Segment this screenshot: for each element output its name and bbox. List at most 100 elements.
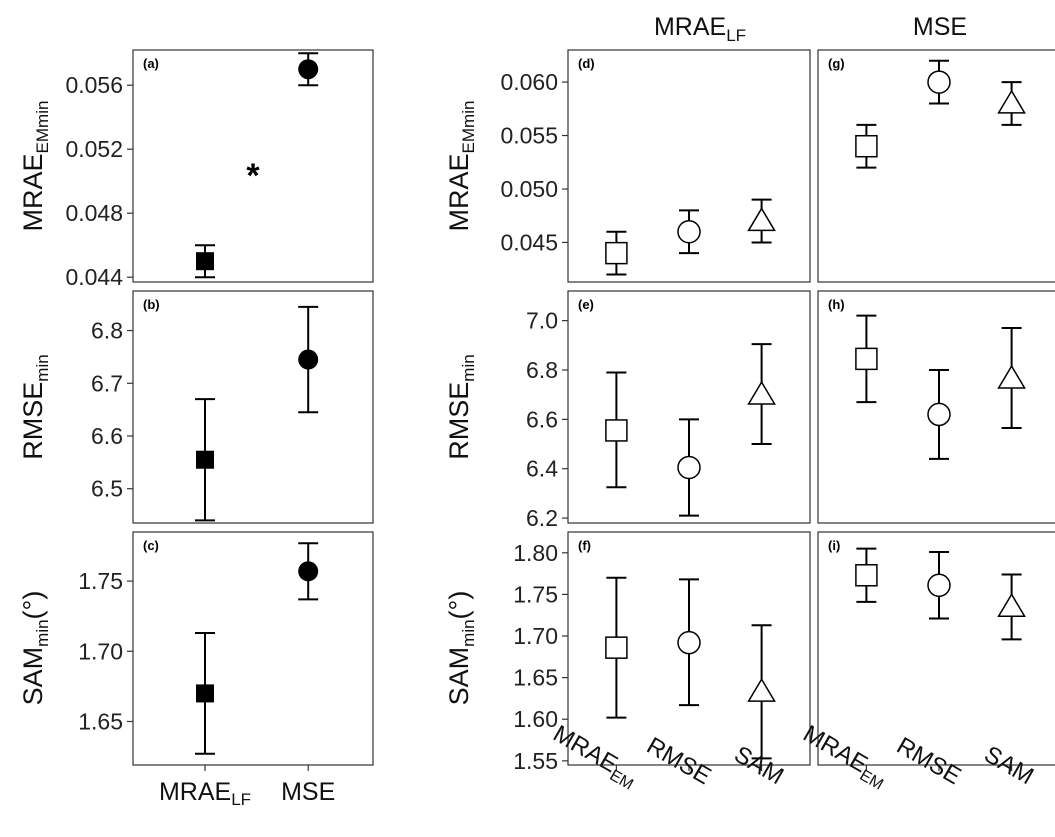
x-tick-label-main: MRAE <box>159 778 231 806</box>
row-label: MRAEEMmin <box>444 101 478 232</box>
significance-marker: * <box>246 157 260 195</box>
x-tick-label-main: MSE <box>281 778 335 806</box>
data-point-circle <box>927 573 951 598</box>
data-point-square <box>855 564 878 587</box>
data-point-circle <box>298 561 319 582</box>
column-header: MSE <box>913 13 967 41</box>
y-tick-label: 1.65 <box>513 665 558 691</box>
panel-i: (i) <box>817 531 1055 766</box>
data-point-triangle <box>747 207 776 232</box>
panel-d: (d) 0.045 0.050 0.055 0.060 <box>500 49 811 283</box>
panel-frame <box>817 531 1055 766</box>
y-tick-label: 0.052 <box>65 136 123 162</box>
y-tick-label: 6.6 <box>526 406 558 432</box>
row-label: MRAEEMmin <box>18 101 52 232</box>
panel-frame <box>132 290 374 524</box>
row-label-main: MRAE <box>444 153 474 231</box>
y-tick-label: 1.70 <box>513 623 558 649</box>
row-label: RMSEmin <box>18 354 52 459</box>
y-tick-label: 6.8 <box>91 318 123 344</box>
data-point-square <box>196 684 214 703</box>
y-tick-label: 6.8 <box>526 357 558 383</box>
row-label-main: RMSE <box>444 382 474 460</box>
x-tick-label-sub: LF <box>231 790 251 809</box>
y-tick-label: 6.6 <box>91 423 123 449</box>
y-tick-label: 0.045 <box>500 229 558 255</box>
row-label-main: SAM <box>18 647 48 706</box>
data-point-circle <box>677 455 701 480</box>
y-tick-label: 1.75 <box>513 581 558 607</box>
data-point-circle <box>927 402 951 427</box>
panel-a: (a) 0.044 0.048 0.052 0.056 * <box>65 49 374 290</box>
row-label-sub: min <box>33 354 52 381</box>
data-point-square <box>605 419 628 442</box>
panel-label: (a) <box>143 56 159 71</box>
x-tick-label: MSE <box>281 778 335 806</box>
column-header-main: MRAE <box>654 13 726 41</box>
data-point-triangle <box>747 677 776 702</box>
panel-label: (e) <box>578 297 594 312</box>
panel-label: (f) <box>578 538 591 553</box>
x-tick-label: MRAELF <box>159 778 251 809</box>
row-label-sub: min <box>459 354 478 381</box>
y-tick-label: 0.056 <box>65 72 123 98</box>
data-point-triangle <box>997 592 1026 618</box>
y-tick-label: 0.050 <box>500 176 558 202</box>
panel-frame <box>132 49 374 283</box>
panel-label: (i) <box>828 538 840 553</box>
row-label-main: RMSE <box>18 382 48 460</box>
data-point-square <box>855 347 878 371</box>
y-tick-label: 6.2 <box>526 505 558 531</box>
y-tick-label: 1.65 <box>78 708 123 734</box>
y-tick-label: 1.70 <box>78 638 123 664</box>
y-tick-label: 0.060 <box>500 69 558 95</box>
y-tick-label: 0.048 <box>65 200 123 226</box>
y-tick-label: 6.4 <box>526 456 558 482</box>
panel-label: (b) <box>143 297 160 312</box>
y-tick-label: 0.044 <box>65 264 123 290</box>
column-header-sub: LF <box>726 26 746 45</box>
panel-h: (h) <box>817 290 1055 524</box>
row-label: SAMmin(°) <box>18 591 52 706</box>
panel-label: (d) <box>578 56 595 71</box>
y-tick-label: 1.55 <box>513 748 558 774</box>
y-tick-label: 7.0 <box>526 308 558 334</box>
data-point-circle <box>677 630 701 655</box>
data-point-square <box>605 636 628 659</box>
panel-frame <box>132 531 374 766</box>
column-header: MRAELF <box>654 13 746 45</box>
panel-b: (b) 6.5 6.6 6.7 6.8 <box>91 290 374 524</box>
panel-c: (c) 1.65 1.70 1.75 <box>78 531 374 766</box>
data-point-square <box>855 134 878 158</box>
y-tick-label: 1.60 <box>513 706 558 732</box>
column-header-main: MSE <box>913 13 967 41</box>
data-point-triangle <box>997 364 1026 389</box>
data-point-triangle <box>997 89 1026 114</box>
row-label-sub: EMmin <box>33 101 52 154</box>
row-label-sub: EMmin <box>459 101 478 154</box>
row-label-main: MRAE <box>18 153 48 231</box>
panel-label: (g) <box>828 56 845 71</box>
row-label: RMSEmin <box>444 354 478 459</box>
data-point-circle <box>298 349 319 370</box>
data-point-square <box>196 252 214 271</box>
row-label: SAMmin(°) <box>444 591 478 706</box>
data-point-square <box>196 450 214 469</box>
y-tick-label: 1.80 <box>513 540 558 566</box>
row-label-sub: min <box>459 619 478 646</box>
data-point-square <box>605 241 628 265</box>
panel-e: (e) 6.2 6.4 6.6 6.8 7.0 <box>526 290 811 531</box>
data-point-circle <box>677 220 701 244</box>
y-tick-label: 0.055 <box>500 123 558 149</box>
row-label-suffix: (°) <box>444 591 474 620</box>
y-tick-label: 6.7 <box>91 370 123 396</box>
data-point-circle <box>298 59 319 80</box>
y-tick-label: 6.5 <box>91 476 123 502</box>
panel-f: (f) 1.55 1.60 1.65 1.70 1.75 1.80 <box>513 531 811 774</box>
row-label-main: SAM <box>444 647 474 706</box>
panel-g: (g) <box>817 49 1055 283</box>
panel-label: (h) <box>828 297 845 312</box>
panel-label: (c) <box>143 538 159 553</box>
row-label-suffix: (°) <box>18 591 48 620</box>
